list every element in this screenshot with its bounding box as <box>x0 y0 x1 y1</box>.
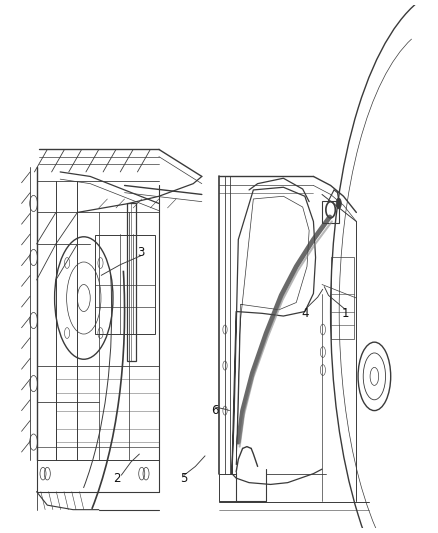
Bar <box>127 204 136 361</box>
Text: 4: 4 <box>301 307 309 320</box>
Text: 3: 3 <box>137 246 145 259</box>
Text: 1: 1 <box>342 307 350 320</box>
Bar <box>95 235 155 334</box>
Text: 5: 5 <box>180 472 187 484</box>
Bar <box>332 257 354 338</box>
Text: 6: 6 <box>211 404 219 417</box>
Bar <box>322 201 339 223</box>
Text: 2: 2 <box>113 472 120 484</box>
Circle shape <box>336 198 341 209</box>
